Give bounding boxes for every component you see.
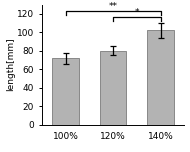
Text: **: **	[108, 2, 118, 11]
Bar	[52, 58, 79, 125]
Bar	[147, 30, 174, 125]
Y-axis label: length[mm]: length[mm]	[6, 38, 16, 91]
Bar	[100, 51, 126, 125]
Text: *: *	[135, 8, 139, 17]
